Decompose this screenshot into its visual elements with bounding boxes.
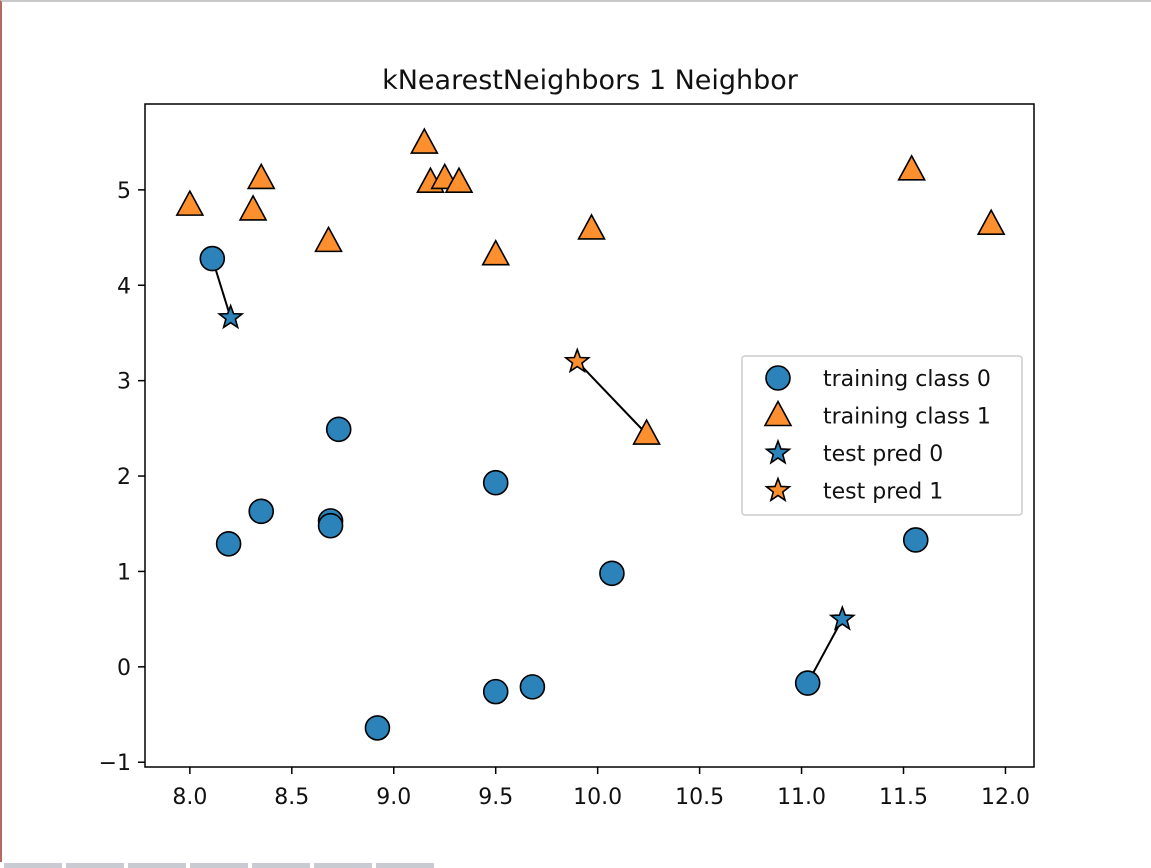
class-1-point	[897, 154, 927, 181]
class-0-point	[317, 512, 344, 539]
x-tick-label: 8.5	[274, 785, 309, 810]
taskbar-segment	[314, 863, 372, 868]
x-axis: 8.0 8.5 9.0 9.5 10.0 10.5 11.0 11.5 12.0	[172, 767, 1030, 810]
plot-area-frame	[144, 103, 1035, 768]
class-0-point	[519, 674, 546, 700]
legend: training class 0 training class 1 test pre…	[741, 355, 1023, 516]
legend-label: training class 1	[823, 405, 991, 430]
class-0-point	[199, 245, 226, 272]
y-tick-label: 1	[117, 560, 131, 585]
class-1-point	[246, 162, 276, 190]
taskbar-segment	[190, 863, 248, 868]
class-1-point	[238, 194, 268, 221]
x-tick-label: 9.0	[376, 785, 411, 810]
data-points	[175, 127, 1006, 741]
x-tick-label: 11.5	[879, 785, 928, 810]
y-tick-label: −1	[99, 751, 131, 776]
y-axis: −1 0 1 2 3 4 5	[99, 179, 145, 776]
class-1-point	[632, 418, 661, 445]
taskbar-strip	[0, 862, 1151, 868]
class-1-point	[409, 127, 439, 154]
class-0-point	[482, 678, 509, 705]
taskbar-segment	[66, 863, 124, 868]
x-tick-label: 11.0	[777, 785, 826, 810]
x-tick-label: 10.5	[675, 785, 724, 810]
x-tick-label: 12.0	[981, 785, 1030, 810]
x-tick-label: 8.0	[172, 785, 207, 810]
class-0-point	[794, 670, 821, 696]
taskbar-segment	[4, 863, 62, 868]
class-0-point	[482, 469, 509, 496]
class-0-point	[248, 498, 275, 525]
y-tick-label: 3	[117, 370, 131, 395]
class-1-point	[444, 166, 474, 194]
legend-label: test pred 0	[823, 442, 943, 467]
legend-marker	[765, 365, 791, 391]
taskbar-segment	[376, 863, 434, 868]
test-point	[563, 347, 591, 374]
class-1-point	[175, 189, 205, 216]
class-1-point	[577, 213, 606, 240]
y-tick-label: 4	[117, 274, 131, 299]
legend-marker	[763, 399, 793, 427]
class-0-point	[364, 715, 391, 741]
class-1-point	[314, 225, 343, 253]
x-tick-label: 10.0	[573, 785, 622, 810]
legend-box	[741, 355, 1023, 516]
class-0-point	[215, 530, 242, 557]
test-point	[217, 303, 245, 330]
legend-label: training class 0	[823, 367, 991, 392]
test-point	[828, 604, 856, 631]
chart-title: kNearestNeighbors 1 Neighbor	[382, 65, 799, 96]
taskbar-segment	[252, 863, 310, 868]
legend-marker	[764, 476, 792, 503]
neighbor-link	[576, 360, 648, 435]
class-0-point	[325, 416, 352, 443]
class-0-point	[902, 527, 929, 553]
y-tick-label: 0	[117, 656, 131, 681]
class-0-point	[599, 560, 625, 587]
legend-label: test pred 1	[823, 480, 943, 505]
y-tick-label: 2	[117, 465, 131, 490]
class-1-point	[976, 208, 1006, 235]
x-tick-label: 9.5	[478, 785, 513, 810]
class-1-point	[481, 239, 511, 266]
legend-marker	[764, 438, 792, 465]
taskbar-segment	[128, 863, 186, 868]
y-tick-label: 5	[117, 179, 131, 204]
